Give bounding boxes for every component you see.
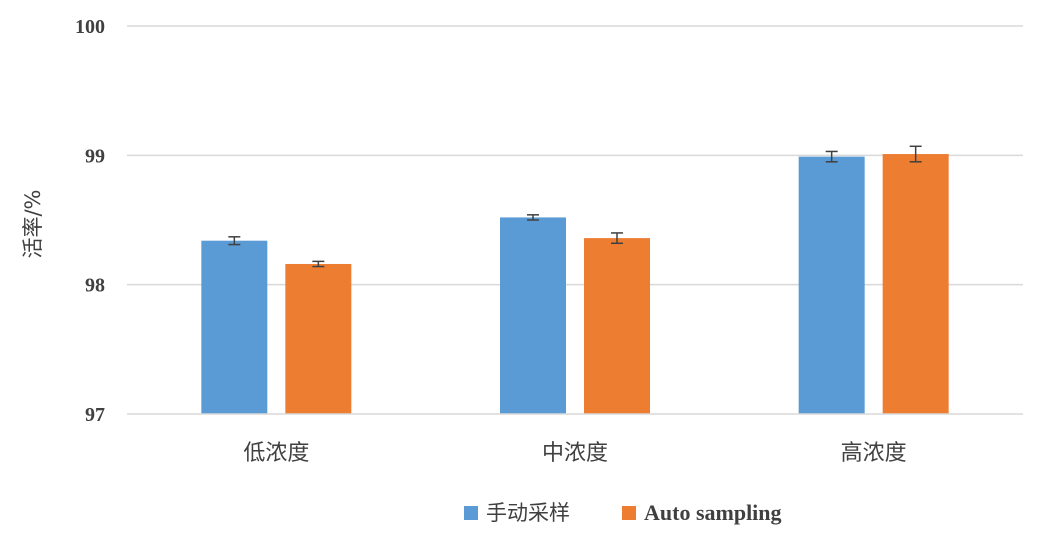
error-bar: [527, 214, 539, 221]
legend-item: 手动采样: [464, 501, 570, 525]
legend-label: Auto sampling: [644, 500, 782, 525]
bar: [798, 156, 865, 415]
gridlines: [127, 25, 1023, 286]
legend-item: Auto sampling: [622, 500, 782, 525]
y-axis-ticks: 97 98 99 100: [75, 16, 105, 426]
bar: [584, 238, 650, 414]
y-tick-label: 100: [75, 16, 105, 38]
x-tick-label: 中浓度: [542, 441, 608, 466]
y-tick-label: 97: [85, 404, 105, 426]
legend-label: 手动采样: [486, 501, 570, 525]
error-bar: [312, 260, 325, 268]
error-bar: [228, 236, 241, 246]
error-bar: [611, 232, 623, 245]
legend: 手动采样 Auto sampling: [464, 500, 782, 525]
error-bar: [825, 150, 838, 163]
x-tick-label: 高浓度: [841, 441, 907, 466]
y-axis-label: 活率/%: [21, 189, 45, 258]
bars: [201, 154, 949, 415]
y-tick-label: 99: [85, 145, 105, 167]
legend-swatch: [622, 506, 636, 520]
bar: [882, 154, 949, 415]
legend-swatch: [464, 506, 478, 520]
error-bar: [909, 145, 922, 163]
x-tick-label: 低浓度: [243, 441, 309, 466]
y-tick-label: 98: [85, 275, 105, 297]
x-axis-ticks: 低浓度 中浓度 高浓度: [243, 441, 906, 466]
bar: [500, 217, 566, 414]
error-bars: [228, 145, 922, 268]
bar: [201, 240, 268, 414]
bar: [285, 263, 352, 414]
